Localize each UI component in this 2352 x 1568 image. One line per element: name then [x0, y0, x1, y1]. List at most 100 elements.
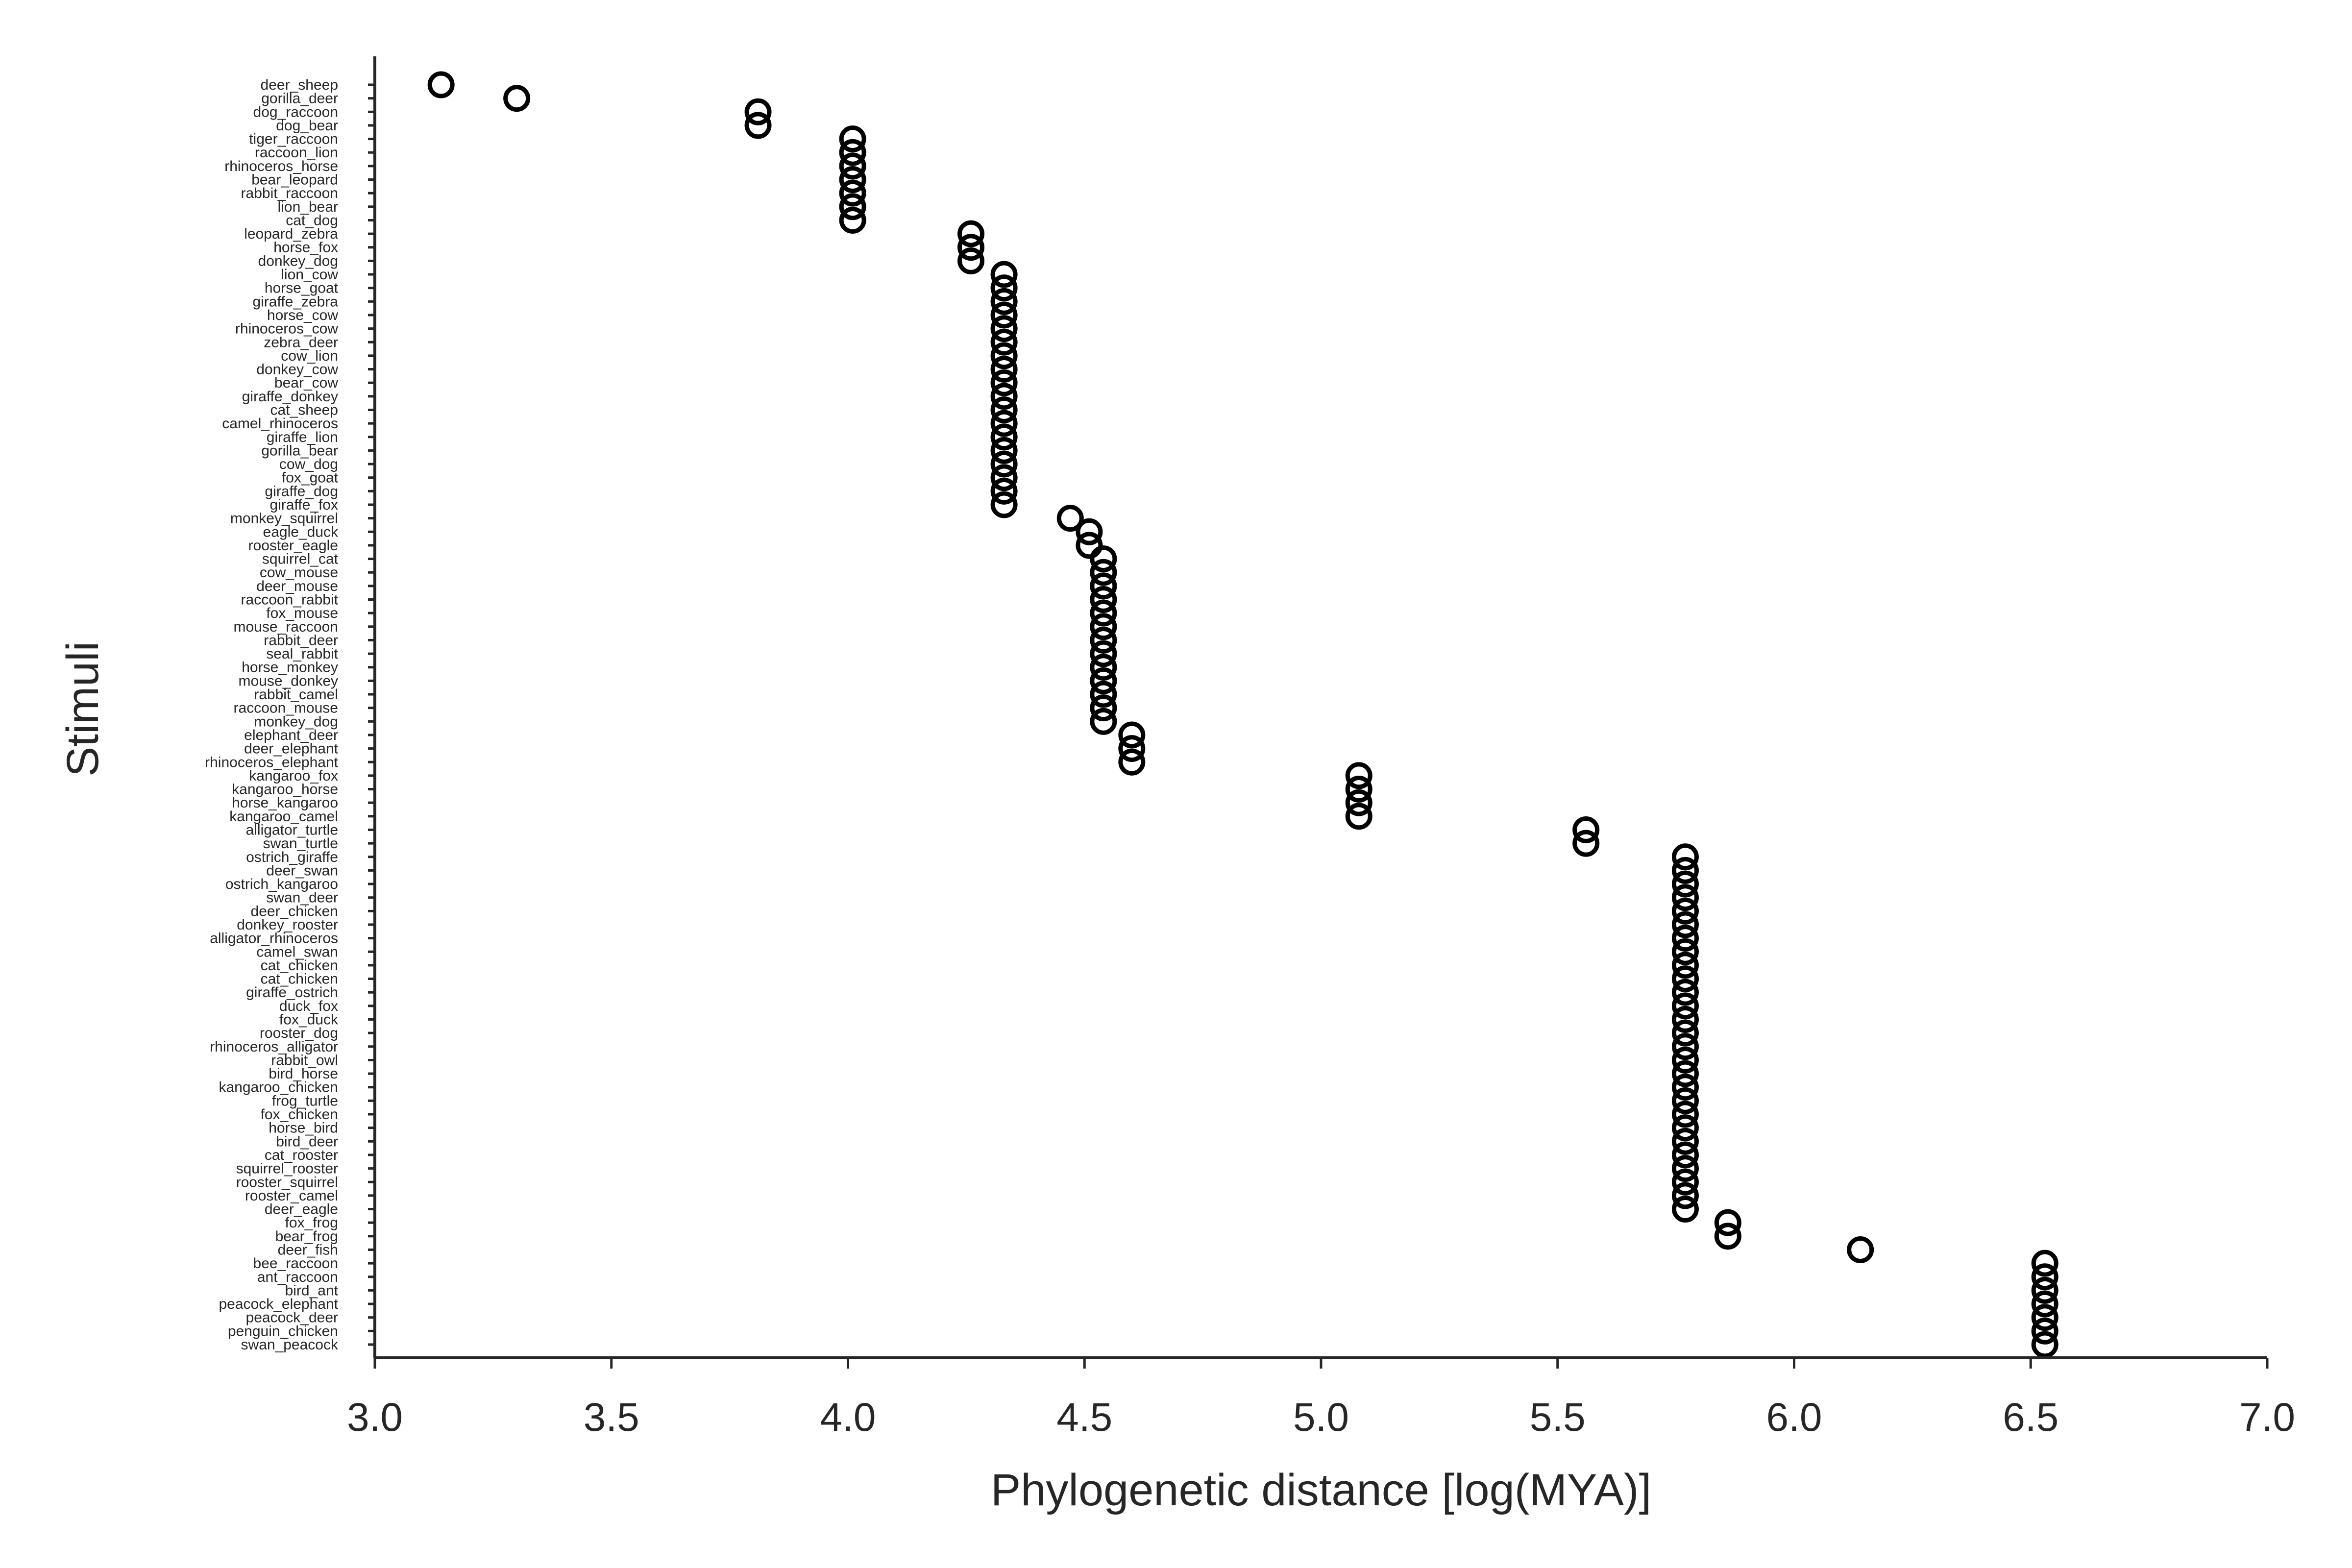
data-point	[839, 179, 866, 207]
plot-area	[427, 71, 2058, 1358]
y-tick-label: swan_peacock	[241, 1337, 339, 1353]
data-point	[1671, 1033, 1699, 1060]
x-axis-label: Phylogenetic distance [log(MYA)]	[991, 1465, 1651, 1515]
y-tick-label: elephant_deer	[244, 727, 338, 743]
y-tick-label: kangaroo_camel	[229, 808, 338, 825]
data-point	[1076, 532, 1103, 559]
y-tick-label: cat_sheep	[270, 402, 338, 418]
y-tick-label: horse_cow	[267, 307, 338, 323]
data-point	[1076, 518, 1103, 545]
data-point	[1671, 979, 1699, 1006]
data-point	[2031, 1250, 2058, 1277]
x-tick-label: 6.0	[1766, 1395, 1822, 1440]
data-point	[990, 450, 1018, 478]
data-point	[1671, 952, 1699, 979]
data-point	[1671, 870, 1699, 898]
data-point	[1345, 776, 1372, 803]
data-point	[990, 396, 1018, 423]
data-point	[990, 464, 1018, 491]
y-tick-label: donkey_dog	[258, 253, 338, 269]
y-tick-label: ostrich_giraffe	[246, 849, 338, 865]
y-tick-label: rabbit_deer	[264, 632, 338, 648]
data-point	[1090, 613, 1117, 640]
data-point	[2031, 1317, 2058, 1345]
data-point	[1847, 1236, 1874, 1263]
data-point	[839, 193, 866, 220]
y-tick-label: bear_leopard	[251, 172, 338, 188]
y-tick-label: horse_goat	[265, 280, 339, 296]
y-tick-label: deer_eagle	[265, 1201, 338, 1218]
data-point	[2031, 1290, 2058, 1318]
data-point	[1118, 735, 1146, 762]
y-tick-label: bird_deer	[276, 1133, 338, 1150]
y-tick-label: deer_swan	[266, 862, 338, 879]
data-point	[1090, 667, 1117, 694]
data-point	[2031, 1263, 2058, 1291]
data-point	[1090, 694, 1117, 722]
data-point	[990, 274, 1018, 302]
y-tick-label: rhinoceros_alligator	[210, 1039, 338, 1055]
y-tick-label: cat_chicken	[261, 957, 338, 974]
x-tick-label: 4.0	[820, 1395, 876, 1440]
data-point	[503, 85, 531, 112]
y-tick-label: leopard_zebra	[244, 226, 338, 242]
y-tick-label: cow_lion	[281, 348, 338, 364]
y-tick-label: giraffe_lion	[267, 429, 338, 445]
data-point	[1671, 1196, 1699, 1223]
y-tick-label: bear_frog	[275, 1228, 338, 1245]
y-tick-label: lion_bear	[278, 199, 338, 215]
data-point	[990, 342, 1018, 369]
y-tick-label: ostrich_kangaroo	[225, 876, 338, 892]
y-tick-label: horse_fox	[273, 240, 338, 256]
data-point	[990, 423, 1018, 451]
data-point	[990, 328, 1018, 356]
data-point	[1671, 1060, 1699, 1087]
data-point	[839, 139, 866, 166]
data-point	[990, 437, 1018, 464]
y-tick-label: squirrel_cat	[262, 551, 339, 567]
data-point	[990, 261, 1018, 288]
x-tick-label: 3.5	[584, 1395, 639, 1440]
y-tick-label: tiger_raccoon	[249, 131, 338, 147]
data-point	[990, 477, 1018, 505]
y-tick-label: deer_chicken	[251, 903, 338, 919]
y-tick-label: fox_mouse	[266, 605, 338, 621]
y-tick-label: cat_chicken	[261, 971, 338, 987]
data-point	[1671, 857, 1699, 884]
x-axis-ticks: 3.0 3.5 4.0 4.5 5.0 5.5 6.0 6.5 7.0	[347, 1358, 2295, 1440]
y-tick-label: deer_mouse	[256, 578, 338, 594]
y-tick-label: frog_turtle	[272, 1093, 338, 1109]
data-point	[1714, 1209, 1741, 1236]
y-tick-label: peacock_deer	[246, 1310, 338, 1326]
data-point	[2031, 1276, 2058, 1304]
y-tick-label: fox_frog	[285, 1215, 338, 1231]
y-tick-label: eagle_duck	[263, 524, 339, 540]
y-tick-label: raccoon_rabbit	[241, 592, 339, 608]
data-point	[839, 166, 866, 194]
x-tick-label: 4.5	[1056, 1395, 1112, 1440]
y-tick-label: squirrel_rooster	[236, 1161, 338, 1177]
y-tick-label: swan_turtle	[263, 835, 338, 852]
data-point	[990, 288, 1018, 315]
data-point	[990, 356, 1018, 383]
data-point	[1671, 1114, 1699, 1142]
y-tick-label: cow_mouse	[260, 564, 338, 581]
y-tick-label: gorilla_bear	[261, 442, 338, 459]
y-tick-label: horse_monkey	[242, 660, 338, 676]
y-tick-label: deer_fish	[278, 1242, 338, 1258]
data-point	[2031, 1331, 2058, 1358]
data-point	[957, 220, 985, 247]
data-point	[1090, 545, 1117, 573]
data-point	[1118, 748, 1146, 776]
y-tick-label: rhinoceros_elephant	[205, 754, 339, 770]
data-point	[1671, 925, 1699, 952]
y-tick-label: kangaroo_chicken	[219, 1079, 338, 1096]
y-tick-label: raccoon_lion	[255, 145, 338, 161]
data-point	[744, 112, 772, 139]
data-point	[1090, 559, 1117, 586]
y-tick-label: rhinoceros_horse	[224, 158, 338, 174]
data-point	[1090, 708, 1117, 735]
y-tick-label: penguin_chicken	[228, 1323, 338, 1339]
y-tick-label: horse_bird	[269, 1120, 338, 1136]
